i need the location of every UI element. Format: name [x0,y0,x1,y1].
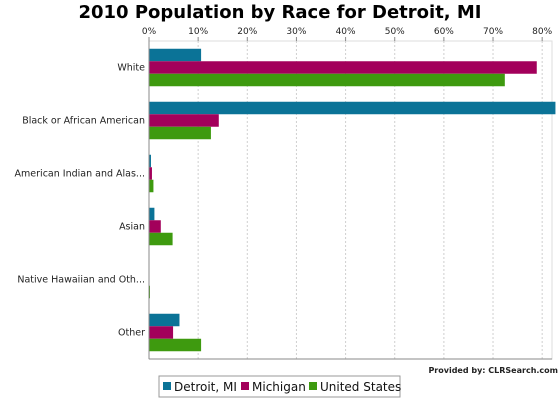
tick-label: 80% [532,27,552,37]
category-label: Black or African American [22,116,145,127]
bar [149,73,505,87]
bar [149,126,211,140]
tick-label: 30% [286,27,306,37]
tick-label: 10% [188,27,208,37]
bar [149,101,556,115]
category-label: Other [118,328,145,339]
tick-label: 40% [336,27,356,37]
bar [149,179,154,193]
legend: Detroit, MI Michigan United States [158,375,401,398]
plot-frame [148,40,553,360]
category-labels: White Black or African American American I… [15,63,146,339]
bar [149,167,152,180]
tick-label: 20% [237,27,257,37]
chart-title: 2010 Population by Race for Detroit, MI [78,2,481,23]
bar [149,48,202,62]
x-axis-ticks: 0% 10% 20% 30% 40% 50% 60% 70% 80% [142,27,553,41]
bar [149,326,174,339]
legend-swatch [163,382,171,390]
legend-box [158,375,401,398]
gridlines [148,40,553,360]
bar [149,232,173,246]
bars [149,48,556,352]
bar [149,154,151,168]
legend-swatch [309,382,317,390]
bar [149,313,180,327]
legend-label: Michigan [252,380,306,394]
legend-label: United States [320,380,401,394]
tick-label: 50% [385,27,405,37]
category-label: Native Hawaiian and Oth... [17,275,145,286]
category-label: American Indian and Alas... [15,169,145,180]
bar [149,61,537,74]
category-label: Asian [119,222,145,233]
bar [149,338,202,352]
bar [149,207,155,221]
bar [149,114,219,127]
tick-label: 0% [142,27,157,37]
legend-label: Detroit, MI [174,380,237,394]
category-label: White [117,63,145,74]
legend-swatch [241,382,249,390]
tick-label: 70% [483,27,503,37]
bar [149,220,161,233]
tick-label: 60% [434,27,454,37]
credit-text: Provided by: CLRSearch.com [428,366,558,375]
